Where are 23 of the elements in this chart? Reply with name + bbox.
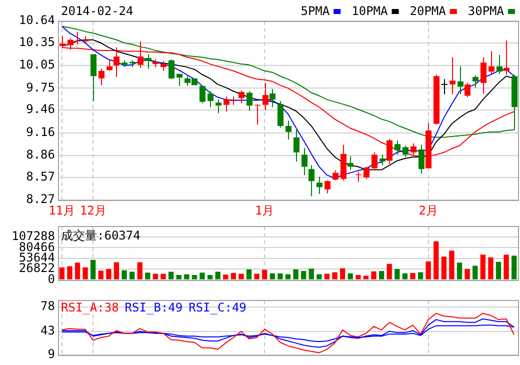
series-label: RSI_A:38 (61, 300, 119, 314)
y-tick-label: 8.57 (26, 169, 55, 184)
legend-label: 30PMA (468, 4, 505, 18)
chart-title: 2014-02-24 (61, 4, 134, 18)
y-tick-label: 10.05 (18, 58, 55, 72)
y-tick-label: 9.75 (26, 80, 55, 94)
x-tick-label: 12月 (80, 203, 106, 218)
y-tick-label: 10.35 (18, 35, 55, 50)
legend-label: 10PMA (352, 4, 389, 18)
y-tick-label: 8.86 (26, 148, 55, 162)
y-tick-label: 9 (48, 346, 55, 361)
x-tick-label: 1月 (254, 203, 274, 218)
series-label: RSI_B:49 (124, 300, 183, 314)
y-tick-label: 43 (40, 323, 55, 338)
annotation: 成交量:60374 (61, 228, 140, 242)
series-label: RSI_C:49 (188, 300, 246, 314)
y-tick-label: 10.64 (18, 13, 55, 28)
y-tick-label: 9.16 (26, 124, 55, 139)
legend-label: 5PMA (300, 4, 330, 18)
legend-label: 20PMA (410, 4, 447, 18)
y-tick-label: 78 (40, 299, 55, 314)
x-tick-label: 2月 (418, 203, 438, 218)
y-tick-label: 9.46 (26, 102, 55, 116)
